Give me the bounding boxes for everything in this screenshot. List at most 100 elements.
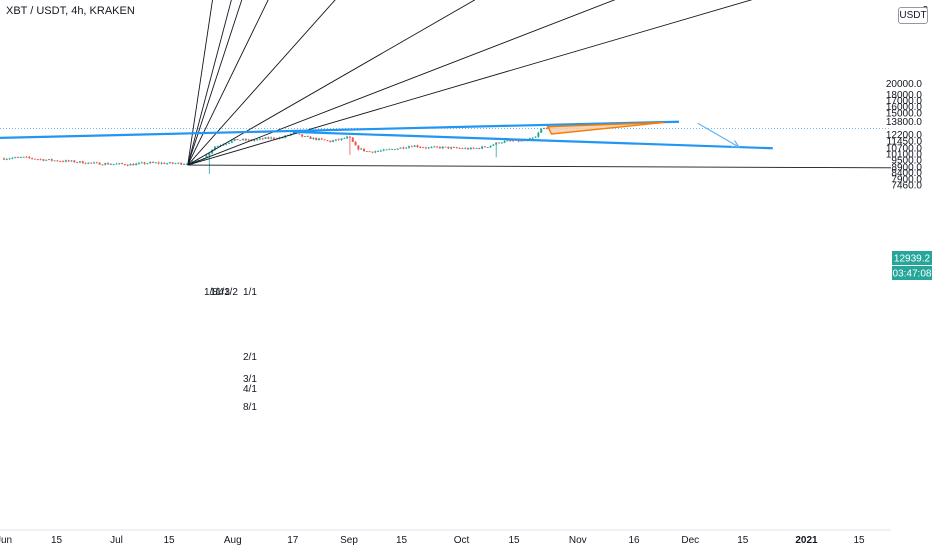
- candle-body: [301, 134, 304, 137]
- trend-drawings[interactable]: [0, 120, 773, 150]
- candle-body: [273, 137, 275, 139]
- gann-fan-label: 8/1: [243, 402, 257, 413]
- candle-body: [323, 139, 326, 141]
- gann-fan-ray: [187, 0, 753, 166]
- candle-body: [531, 137, 534, 139]
- candle-body: [489, 145, 492, 148]
- candle-body: [183, 164, 185, 165]
- candle-body: [357, 145, 360, 150]
- candle-body: [267, 137, 270, 139]
- candle-body: [157, 162, 160, 164]
- projection-arrow-shaft[interactable]: [697, 122, 740, 148]
- candle-body: [50, 159, 53, 161]
- candle-body: [64, 160, 67, 162]
- time-tick-label: 15: [51, 535, 63, 546]
- candle-body: [104, 163, 107, 165]
- price-badges: 12939.2 03:47:08: [892, 251, 932, 280]
- rising-trendline[interactable]: [0, 120, 680, 139]
- candle-body: [121, 163, 124, 165]
- gann-fan[interactable]: [187, 0, 932, 169]
- candle-body: [472, 147, 475, 149]
- candle-body: [441, 146, 444, 149]
- candle-body: [216, 145, 219, 147]
- time-tick-label: Jul: [110, 535, 123, 546]
- countdown-text: 03:47:08: [893, 269, 932, 280]
- candle-body: [256, 139, 259, 141]
- candle-body: [171, 162, 174, 164]
- candle-body: [230, 140, 233, 143]
- candle-body: [461, 148, 464, 150]
- price-tick-label: 16000.0: [886, 102, 923, 113]
- candle-body: [298, 133, 301, 135]
- time-tick-label: 15: [853, 535, 865, 546]
- falling-trendline[interactable]: [292, 130, 773, 150]
- time-tick-label: 2021: [795, 535, 818, 546]
- candle-body: [101, 164, 104, 166]
- candle-body: [239, 139, 242, 141]
- candle-body: [334, 139, 337, 141]
- gann-fan-label: 1/4: [210, 287, 224, 298]
- gann-fan-ray: [187, 0, 213, 166]
- candle-body: [180, 162, 183, 165]
- candle-body: [388, 149, 391, 151]
- candle-body: [87, 162, 90, 164]
- candle-body: [492, 144, 495, 146]
- candle-body: [228, 142, 230, 144]
- symbol-title[interactable]: XBT / USDT, 4h, KRAKEN: [6, 5, 135, 17]
- candle-body: [320, 138, 323, 140]
- candle-body: [132, 163, 135, 166]
- price-tick-label: 20000.0: [886, 79, 923, 90]
- candle-body: [3, 158, 5, 160]
- candle-body: [337, 139, 340, 141]
- candle-body: [258, 138, 261, 140]
- candle-body: [39, 159, 42, 161]
- candle-body: [329, 140, 332, 142]
- time-axis[interactable]: Jun 15 Jul 15 Aug 17 Sep 15 Oct 15 Nov 16 Dec 15 2021 1…: [0, 529, 891, 546]
- candle-body: [168, 162, 171, 164]
- candle-body: [73, 160, 76, 163]
- candle-body: [332, 140, 335, 142]
- time-tick-label: Jun: [0, 535, 12, 546]
- time-tick-label: 16: [628, 535, 640, 546]
- candle-body: [534, 136, 537, 138]
- candle-body: [261, 138, 264, 140]
- candle-body: [512, 140, 515, 142]
- candle-body: [303, 136, 306, 138]
- candle-body: [78, 161, 81, 163]
- candle-body: [419, 146, 422, 148]
- candle-body: [11, 157, 14, 159]
- time-tick-label: 15: [737, 535, 749, 546]
- candle-body: [76, 162, 79, 164]
- candle-body: [143, 162, 146, 164]
- price-tick-label: 7460.0: [891, 180, 922, 191]
- candle-body: [469, 147, 472, 150]
- candle-body: [498, 142, 500, 144]
- gann-fan-ray: [187, 0, 616, 166]
- candle-body: [149, 161, 152, 164]
- candle-body: [368, 151, 371, 153]
- candle-body: [379, 150, 382, 152]
- candle-body: [270, 137, 273, 139]
- countdown-badge: [892, 266, 932, 280]
- gann-fan-label: 1/3: [216, 287, 230, 298]
- candle-body: [481, 146, 484, 149]
- candle-body: [163, 162, 166, 164]
- gann-fan-label: 1/2: [224, 287, 238, 298]
- triangle-pattern[interactable]: [546, 121, 665, 135]
- candle-body: [402, 147, 405, 149]
- candle-body: [264, 137, 267, 139]
- price-tick-label: 13800.0: [886, 117, 923, 128]
- candle-body: [281, 137, 284, 139]
- price-tick-label: 18000.0: [886, 90, 923, 101]
- time-tick-label: Sep: [340, 535, 358, 546]
- currency-selector[interactable]: USDT: [898, 7, 928, 24]
- candle-body: [25, 156, 28, 158]
- candle-body: [475, 148, 478, 149]
- candle-body: [95, 162, 98, 164]
- candle-body: [140, 162, 143, 164]
- candle-body: [205, 155, 208, 159]
- price-tick-label: 15000.0: [886, 109, 923, 120]
- candle-body: [509, 140, 512, 142]
- last-price-badge: [892, 251, 932, 265]
